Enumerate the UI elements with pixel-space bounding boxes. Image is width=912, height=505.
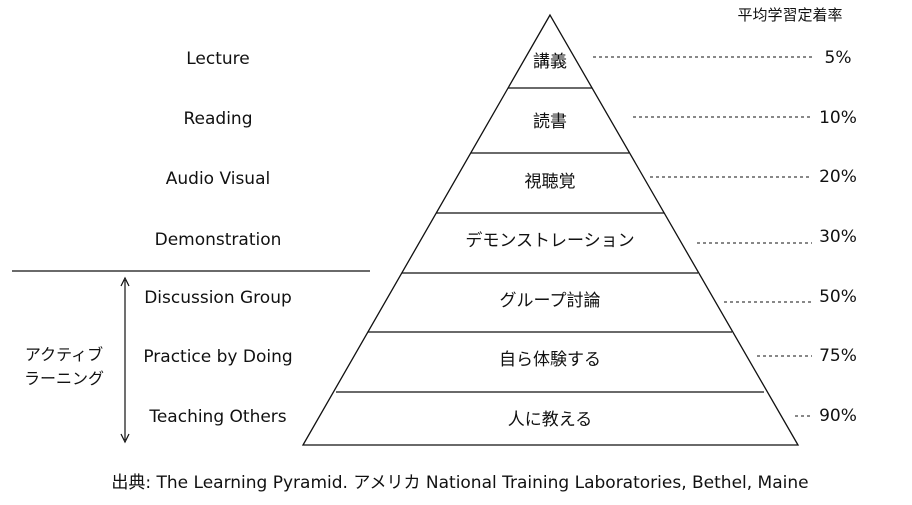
english-label: Reading xyxy=(183,109,252,129)
english-label: Discussion Group xyxy=(144,288,292,308)
level-row-discussion-group: Discussion Group グループ討論 50% xyxy=(144,287,857,311)
level-row-teaching-others: Teaching Others 人に教える 90% xyxy=(148,406,857,430)
active-learning-arrow xyxy=(120,276,130,444)
active-learning-label-line1: アクティブ xyxy=(25,345,103,364)
english-label: Lecture xyxy=(186,49,250,69)
japanese-label: 自ら体験する xyxy=(499,350,601,370)
retention-rate: 30% xyxy=(819,227,857,247)
english-label: Audio Visual xyxy=(166,169,270,189)
japanese-label: 講義 xyxy=(533,52,567,72)
level-row-reading: Reading 読書 10% xyxy=(183,108,856,132)
retention-rate: 90% xyxy=(819,406,857,426)
retention-rate: 20% xyxy=(819,167,857,187)
japanese-label: デモンストレーション xyxy=(465,230,634,251)
level-row-audio-visual: Audio Visual 視聴覚 20% xyxy=(166,167,857,192)
japanese-label: グループ討論 xyxy=(500,291,601,311)
english-label: Teaching Others xyxy=(148,407,286,427)
retention-rate: 10% xyxy=(819,108,857,128)
retention-rate: 50% xyxy=(819,287,857,307)
japanese-label: 人に教える xyxy=(508,410,593,430)
japanese-label: 読書 xyxy=(533,112,567,132)
japanese-label: 視聴覚 xyxy=(525,172,576,192)
retention-rate-header: 平均学習定着率 xyxy=(737,6,842,24)
english-label: Practice by Doing xyxy=(143,347,292,367)
level-row-demonstration: Demonstration デモンストレーション 30% xyxy=(155,227,857,251)
level-row-practice-by-doing: Practice by Doing 自ら体験する 75% xyxy=(143,346,857,370)
retention-rate: 5% xyxy=(825,48,852,68)
source-citation: 出典: The Learning Pyramid. アメリカ National … xyxy=(111,473,808,493)
level-row-lecture: Lecture 講義 5% xyxy=(186,48,851,72)
retention-rate: 75% xyxy=(819,346,857,366)
english-label: Demonstration xyxy=(155,230,282,250)
active-learning-label-line2: ラーニング xyxy=(24,369,104,388)
pyramid-outline xyxy=(301,13,800,446)
